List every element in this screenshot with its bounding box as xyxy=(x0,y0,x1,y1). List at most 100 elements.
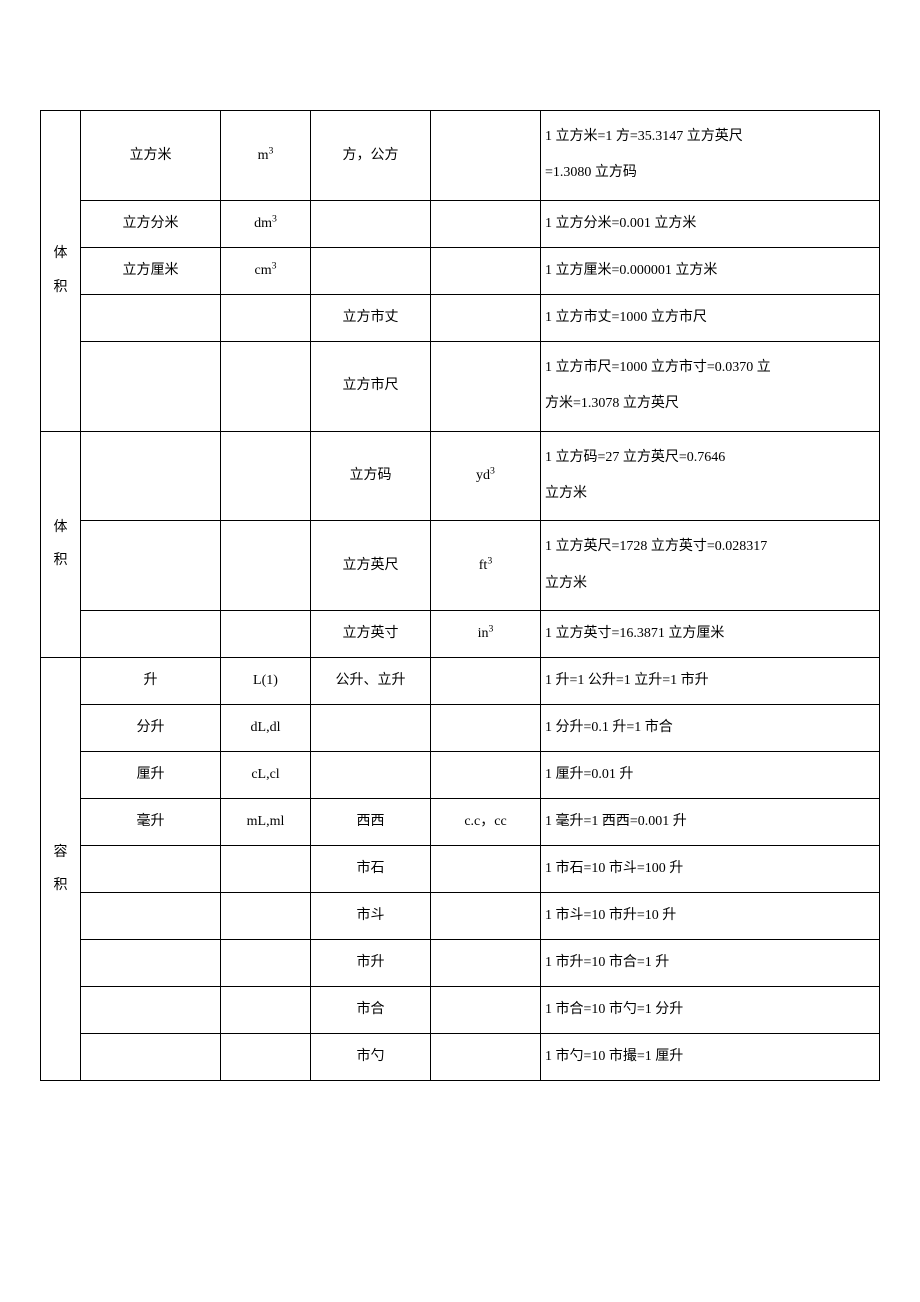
conversion: 1 市斗=10 市升=10 升 xyxy=(541,893,880,940)
alt-name xyxy=(311,705,431,752)
alt-symbol xyxy=(431,341,541,431)
alt-symbol xyxy=(431,111,541,201)
unit-symbol: cL,cl xyxy=(221,752,311,799)
alt-name: 市合 xyxy=(311,987,431,1034)
alt-symbol xyxy=(431,1034,541,1081)
unit-symbol xyxy=(221,341,311,431)
unit-name: 毫升 xyxy=(81,799,221,846)
alt-symbol xyxy=(431,247,541,294)
alt-symbol: ft3 xyxy=(431,521,541,611)
conversion: 1 分升=0.1 升=1 市合 xyxy=(541,705,880,752)
table-row: 容 积 升 L(1) 公升、立升 1 升=1 公升=1 立升=1 市升 xyxy=(41,658,880,705)
table-row: 市合 1 市合=10 市勺=1 分升 xyxy=(41,987,880,1034)
unit-name xyxy=(81,611,221,658)
alt-name: 西西 xyxy=(311,799,431,846)
alt-symbol xyxy=(431,940,541,987)
alt-name: 立方码 xyxy=(311,431,431,521)
unit-name xyxy=(81,521,221,611)
unit-name xyxy=(81,893,221,940)
unit-symbol xyxy=(221,431,311,521)
alt-name: 立方英寸 xyxy=(311,611,431,658)
unit-name: 立方分米 xyxy=(81,200,221,247)
alt-symbol xyxy=(431,846,541,893)
table-row: 市勺 1 市勺=10 市撮=1 厘升 xyxy=(41,1034,880,1081)
unit-name xyxy=(81,431,221,521)
category-cell-capacity: 容 积 xyxy=(41,658,81,1081)
alt-symbol xyxy=(431,752,541,799)
unit-name: 厘升 xyxy=(81,752,221,799)
table-row: 立方市丈 1 立方市丈=1000 立方市尺 xyxy=(41,294,880,341)
alt-symbol: c.c，cc xyxy=(431,799,541,846)
conversion: 1 立方市尺=1000 立方市寸=0.0370 立 方米=1.3078 立方英尺 xyxy=(541,341,880,431)
alt-name: 市石 xyxy=(311,846,431,893)
conversion: 1 升=1 公升=1 立升=1 市升 xyxy=(541,658,880,705)
table-row: 市升 1 市升=10 市合=1 升 xyxy=(41,940,880,987)
conversion: 1 市合=10 市勺=1 分升 xyxy=(541,987,880,1034)
alt-symbol xyxy=(431,200,541,247)
category-cell-volume-2: 体 积 xyxy=(41,431,81,658)
unit-symbol: mL,ml xyxy=(221,799,311,846)
unit-symbol: cm3 xyxy=(221,247,311,294)
table-row: 立方市尺 1 立方市尺=1000 立方市寸=0.0370 立 方米=1.3078… xyxy=(41,341,880,431)
alt-name: 市升 xyxy=(311,940,431,987)
conversion: 1 市勺=10 市撮=1 厘升 xyxy=(541,1034,880,1081)
alt-symbol xyxy=(431,658,541,705)
unit-symbol xyxy=(221,846,311,893)
category-char: 积 xyxy=(43,271,78,305)
alt-name: 市勺 xyxy=(311,1034,431,1081)
unit-symbol: dL,dl xyxy=(221,705,311,752)
alt-name: 公升、立升 xyxy=(311,658,431,705)
table-row: 立方英寸 in3 1 立方英寸=16.3871 立方厘米 xyxy=(41,611,880,658)
alt-name xyxy=(311,752,431,799)
unit-name xyxy=(81,1034,221,1081)
conversion: 1 立方码=27 立方英尺=0.7646 立方米 xyxy=(541,431,880,521)
category-char: 体 xyxy=(43,511,78,545)
unit-name: 立方米 xyxy=(81,111,221,201)
table-row: 毫升 mL,ml 西西 c.c，cc 1 毫升=1 西西=0.001 升 xyxy=(41,799,880,846)
unit-name xyxy=(81,987,221,1034)
alt-name: 立方英尺 xyxy=(311,521,431,611)
alt-name: 市斗 xyxy=(311,893,431,940)
alt-name: 立方市丈 xyxy=(311,294,431,341)
table-row: 市石 1 市石=10 市斗=100 升 xyxy=(41,846,880,893)
category-char: 容 xyxy=(43,836,78,870)
alt-symbol: yd3 xyxy=(431,431,541,521)
unit-symbol: dm3 xyxy=(221,200,311,247)
alt-symbol xyxy=(431,705,541,752)
unit-symbol xyxy=(221,611,311,658)
table-row: 立方英尺 ft3 1 立方英尺=1728 立方英寸=0.028317 立方米 xyxy=(41,521,880,611)
unit-symbol xyxy=(221,987,311,1034)
conversion: 1 立方分米=0.001 立方米 xyxy=(541,200,880,247)
alt-symbol xyxy=(431,893,541,940)
unit-symbol: m3 xyxy=(221,111,311,201)
units-table: 体 积 立方米 m3 方，公方 1 立方米=1 方=35.3147 立方英尺 =… xyxy=(40,110,880,1081)
unit-name xyxy=(81,940,221,987)
table-row: 厘升 cL,cl 1 厘升=0.01 升 xyxy=(41,752,880,799)
conversion: 1 立方米=1 方=35.3147 立方英尺 =1.3080 立方码 xyxy=(541,111,880,201)
table-row: 分升 dL,dl 1 分升=0.1 升=1 市合 xyxy=(41,705,880,752)
unit-symbol: L(1) xyxy=(221,658,311,705)
conversion: 1 立方英尺=1728 立方英寸=0.028317 立方米 xyxy=(541,521,880,611)
alt-symbol xyxy=(431,987,541,1034)
conversion: 1 市升=10 市合=1 升 xyxy=(541,940,880,987)
unit-name: 升 xyxy=(81,658,221,705)
conversion: 1 毫升=1 西西=0.001 升 xyxy=(541,799,880,846)
alt-symbol xyxy=(431,294,541,341)
conversion: 1 厘升=0.01 升 xyxy=(541,752,880,799)
unit-symbol xyxy=(221,521,311,611)
page-container: 体 积 立方米 m3 方，公方 1 立方米=1 方=35.3147 立方英尺 =… xyxy=(0,0,920,1121)
alt-name xyxy=(311,200,431,247)
unit-name xyxy=(81,341,221,431)
unit-symbol xyxy=(221,1034,311,1081)
unit-name xyxy=(81,846,221,893)
conversion: 1 立方市丈=1000 立方市尺 xyxy=(541,294,880,341)
category-char: 积 xyxy=(43,544,78,578)
unit-name: 分升 xyxy=(81,705,221,752)
category-cell-volume-1: 体 积 xyxy=(41,111,81,432)
table-row: 立方厘米 cm3 1 立方厘米=0.000001 立方米 xyxy=(41,247,880,294)
table-row: 立方分米 dm3 1 立方分米=0.001 立方米 xyxy=(41,200,880,247)
alt-name: 方，公方 xyxy=(311,111,431,201)
category-char: 体 xyxy=(43,237,78,271)
table-row: 市斗 1 市斗=10 市升=10 升 xyxy=(41,893,880,940)
category-char: 积 xyxy=(43,869,78,903)
